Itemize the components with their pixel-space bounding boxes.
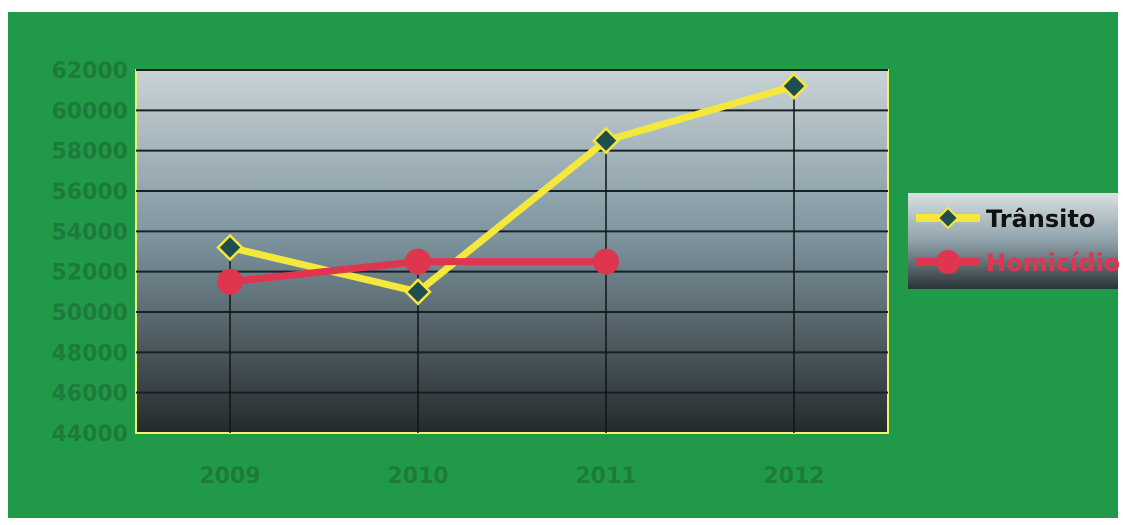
legend-marker-homicidio xyxy=(936,250,960,274)
data-point-diamond xyxy=(780,72,808,100)
data-point-circle xyxy=(593,248,619,275)
legend-label-homicidio: Homicídio xyxy=(986,249,1120,277)
y-tick-label: 58000 xyxy=(51,140,128,165)
y-tick-label: 62000 xyxy=(51,59,128,84)
series-markers xyxy=(216,72,808,306)
y-tick-label: 54000 xyxy=(51,220,128,245)
y-tick-label: 48000 xyxy=(51,341,128,366)
x-tick-label: 2012 xyxy=(763,464,824,489)
y-tick-label: 50000 xyxy=(51,301,128,326)
y-tick-label: 60000 xyxy=(51,99,128,124)
legend-marker-transito xyxy=(936,206,960,230)
y-tick-label: 52000 xyxy=(51,261,128,286)
data-point-circle xyxy=(405,248,431,275)
grid-lines xyxy=(136,69,888,394)
y-tick-label: 44000 xyxy=(51,422,128,447)
data-point-circle xyxy=(217,268,243,295)
x-tick-label: 2011 xyxy=(575,464,636,489)
data-point-diamond xyxy=(404,278,432,306)
legend: Trânsito Homicídio xyxy=(908,193,1120,289)
legend-label-transito: Trânsito xyxy=(986,205,1095,233)
y-tick-label: 46000 xyxy=(51,382,128,407)
x-axis-ticks: 2009 2010 2011 2012 xyxy=(199,464,824,489)
y-axis-ticks: 44000 46000 48000 50000 52000 54000 56000 58000… xyxy=(51,59,128,447)
x-tick-label: 2010 xyxy=(387,464,448,489)
y-tick-label: 56000 xyxy=(51,180,128,205)
data-point-diamond xyxy=(592,126,620,155)
data-point-diamond xyxy=(216,233,244,262)
x-tick-label: 2009 xyxy=(199,464,260,489)
legend-box xyxy=(908,193,1118,289)
